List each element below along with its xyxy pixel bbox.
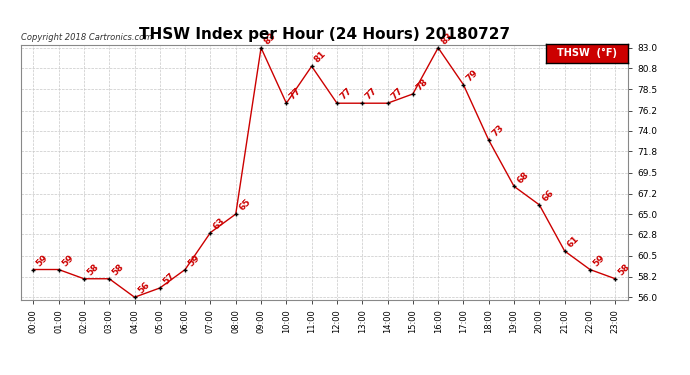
Text: Copyright 2018 Cartronics.com: Copyright 2018 Cartronics.com bbox=[21, 33, 152, 42]
Text: 83: 83 bbox=[262, 31, 277, 46]
Text: 59: 59 bbox=[591, 253, 607, 268]
Text: 77: 77 bbox=[389, 87, 404, 102]
Text: 59: 59 bbox=[186, 253, 202, 268]
Point bbox=[559, 248, 570, 254]
Point bbox=[230, 211, 241, 217]
Point bbox=[129, 294, 140, 300]
Point bbox=[584, 267, 595, 273]
Text: 59: 59 bbox=[34, 253, 50, 268]
Point bbox=[331, 100, 342, 106]
Text: 81: 81 bbox=[313, 50, 328, 65]
Text: 66: 66 bbox=[541, 188, 556, 204]
Point bbox=[610, 276, 621, 282]
Text: 77: 77 bbox=[364, 87, 379, 102]
Text: 77: 77 bbox=[288, 87, 303, 102]
Point bbox=[534, 202, 545, 208]
Point bbox=[53, 267, 64, 273]
Point bbox=[179, 267, 190, 273]
Point bbox=[483, 137, 494, 143]
Point bbox=[433, 45, 444, 51]
Point bbox=[306, 63, 317, 69]
Text: 78: 78 bbox=[414, 77, 430, 93]
Text: 58: 58 bbox=[86, 262, 101, 278]
Text: 56: 56 bbox=[136, 280, 151, 296]
Point bbox=[382, 100, 393, 106]
Point bbox=[509, 183, 520, 189]
Text: 58: 58 bbox=[617, 262, 632, 278]
Text: 79: 79 bbox=[465, 68, 480, 83]
Point bbox=[205, 230, 216, 236]
Title: THSW Index per Hour (24 Hours) 20180727: THSW Index per Hour (24 Hours) 20180727 bbox=[139, 27, 510, 42]
Text: 83: 83 bbox=[440, 31, 455, 46]
Text: 61: 61 bbox=[566, 234, 581, 250]
Text: 59: 59 bbox=[60, 253, 75, 268]
Text: 58: 58 bbox=[110, 262, 126, 278]
Point bbox=[155, 285, 166, 291]
Point bbox=[357, 100, 368, 106]
Text: 65: 65 bbox=[237, 198, 253, 213]
Point bbox=[281, 100, 292, 106]
Point bbox=[28, 267, 39, 273]
Text: 73: 73 bbox=[490, 123, 506, 139]
Text: 68: 68 bbox=[515, 170, 531, 185]
Point bbox=[79, 276, 90, 282]
Point bbox=[104, 276, 115, 282]
Text: 77: 77 bbox=[338, 87, 354, 102]
Text: 63: 63 bbox=[212, 216, 227, 231]
Point bbox=[255, 45, 266, 51]
Point bbox=[458, 82, 469, 88]
Text: 57: 57 bbox=[161, 271, 177, 286]
Point bbox=[407, 91, 418, 97]
